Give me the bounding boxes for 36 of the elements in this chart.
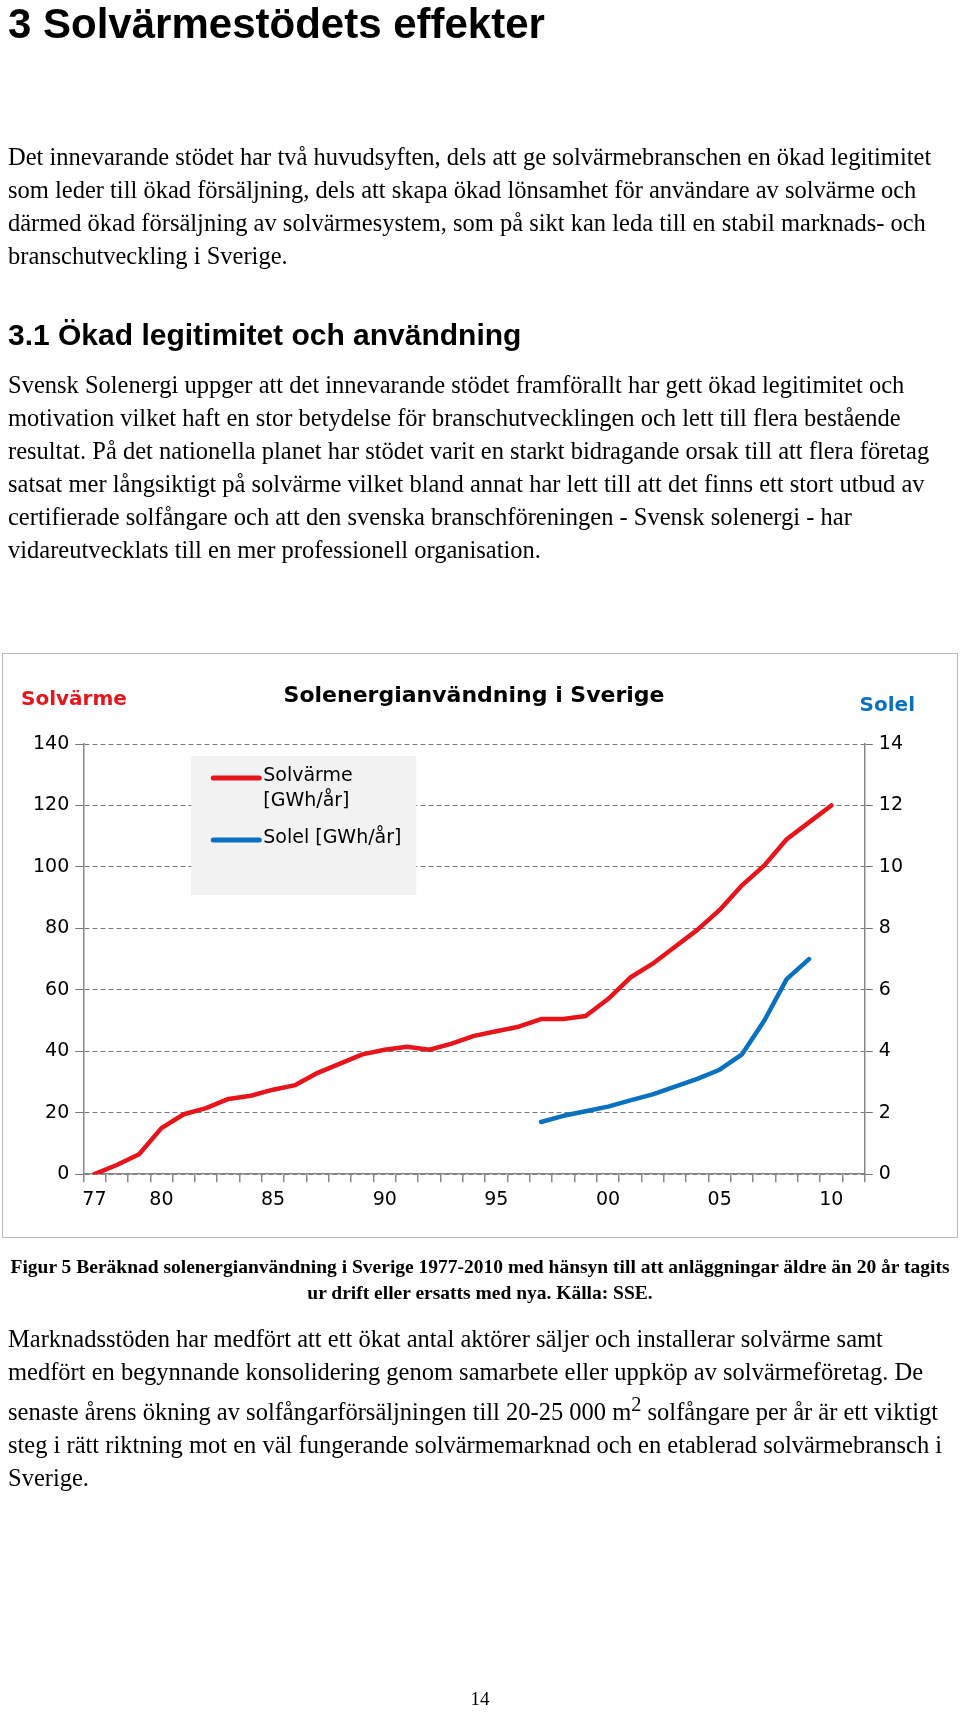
y-tick-label: 0 bbox=[57, 1161, 70, 1184]
x-tick-label: 85 bbox=[260, 1186, 286, 1209]
x-tick-label: 00 bbox=[595, 1186, 621, 1209]
y2-tick-label: 6 bbox=[878, 976, 891, 999]
text: 3.1 Ökad legitimitet och användning bbox=[8, 318, 523, 352]
y2-tick-label: 10 bbox=[878, 853, 904, 876]
chart-title: Solenergianvändning i Sverige bbox=[283, 681, 665, 707]
y2-tick-label: 2 bbox=[878, 1099, 891, 1122]
text: Marknadsstöden har medfört att ett ökat antal aktörer säljer och installerar solvärme samt medfört en begynnande konsolidering genom samarbete eller uppköp av solvärmeföretag. De senaste årens ökning av solfångarförsäljningen till 20-25 000 m$^{2}$ solfångare per år är ett viktigt steg i rätt riktning mot en väl fungerande solvärmemarknad och en etablerad solvärmebransch i Sverige. bbox=[8, 1324, 944, 1494]
x-tick-label: 90 bbox=[372, 1186, 397, 1209]
text: Figur 5 Beräknad solenergianvändning i Sverige 1977-2010 med hänsyn till att anläggningar äldre än 20 år tagits ur drift eller ersatts med nya. Källa: SSE. bbox=[9, 1255, 951, 1305]
text: Det innevarande stödet har två huvudsyften, dels att ge solvärmebranschen en ökad legitimitet som leder till ökad försäljning, dels att skapa ökad lönsamhet för användare av solvärme och därmed ökad försäljning av solvärmesystem, som på sikt kan leda till en stabil marknads- och branschutveckling i Sverige. bbox=[8, 142, 933, 271]
y-tick-label: 60 bbox=[45, 976, 70, 999]
y-tick-label: 140 bbox=[33, 730, 70, 753]
y2-tick-label: 4 bbox=[878, 1038, 891, 1061]
x-tick-label: 80 bbox=[149, 1186, 174, 1209]
x-tick-label: 05 bbox=[707, 1186, 732, 1209]
text: 3 Solvärmestödets effekter bbox=[8, 0, 546, 48]
y2-tick-label: 12 bbox=[878, 792, 904, 815]
x-tick-label: 10 bbox=[819, 1186, 844, 1209]
y-tick-label: 100 bbox=[33, 853, 70, 876]
text: Svensk Solenergi uppger att det innevarande stödet framförallt har gett ökad legitimitet och motivation vilket haft en stor betydelse för branschutvecklingen och lett till flera bestående resultat. På det nationella planet har stödet varit en starkt bidragande orsak till att flera företag satsat mer långsiktigt på solvärme vilket bland annat har lett till att det finns ett stort utbud av certifierade solfångare och att den svenska branschföreningen - Svensk solenergi - har vidareutvecklats till en mer professionell organisation. bbox=[8, 370, 931, 565]
legend-label: Solel [GWh/år] bbox=[263, 824, 402, 847]
y-tick-label: 80 bbox=[45, 915, 70, 938]
y2-axis-title: Solel bbox=[859, 692, 915, 717]
y-tick-label: 20 bbox=[45, 1099, 70, 1122]
y-tick-label: 120 bbox=[33, 792, 70, 815]
y-axis-title: Solvärme bbox=[21, 686, 127, 711]
x-tick-label: 77 bbox=[82, 1186, 107, 1209]
y2-tick-label: 14 bbox=[878, 730, 904, 753]
legend-label: Solvärme [GWh/år] bbox=[263, 762, 353, 810]
y2-tick-label: 8 bbox=[878, 915, 891, 938]
y2-tick-label: 0 bbox=[878, 1161, 891, 1184]
x-tick-label: 95 bbox=[484, 1186, 509, 1209]
y-tick-label: 40 bbox=[45, 1038, 70, 1061]
text: 14 bbox=[469, 1688, 491, 1710]
